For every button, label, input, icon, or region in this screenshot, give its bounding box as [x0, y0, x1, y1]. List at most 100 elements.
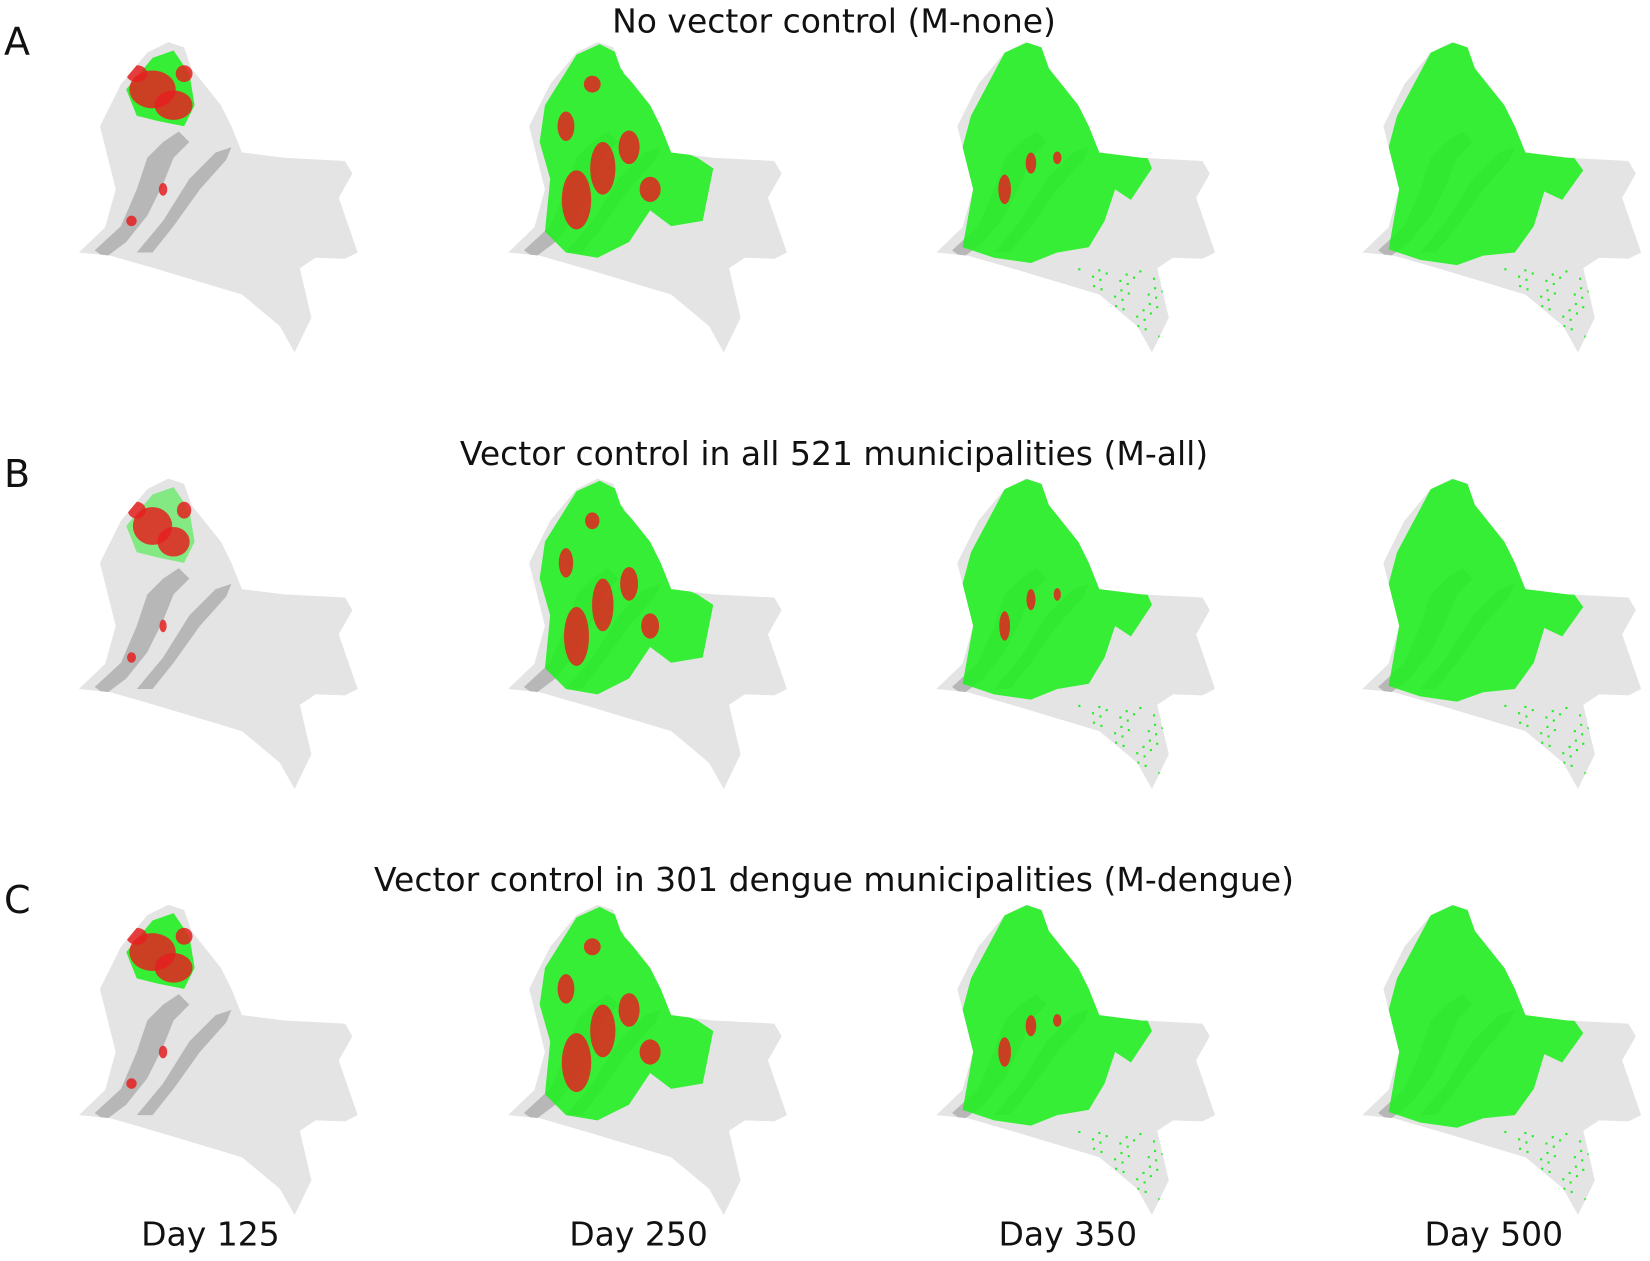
speck [1559, 1139, 1562, 1142]
speck [1597, 1195, 1601, 1198]
speck [1143, 755, 1146, 758]
speck [1592, 711, 1595, 714]
speck [1139, 1133, 1142, 1136]
speck [1523, 770, 1526, 773]
speck [1519, 285, 1522, 288]
speck [1117, 760, 1120, 763]
coverage [539, 44, 714, 258]
speck [1152, 1140, 1156, 1143]
speck [1534, 311, 1537, 314]
speck [1551, 1136, 1554, 1139]
speck [1108, 747, 1111, 751]
active-area [592, 578, 614, 632]
speck [1087, 1163, 1090, 1166]
speck [1518, 275, 1521, 278]
speck [1142, 309, 1145, 312]
coverage [962, 904, 1175, 1206]
speck [1565, 270, 1568, 273]
speck [1115, 1167, 1118, 1170]
speck [1546, 725, 1549, 728]
speck [1152, 714, 1156, 717]
speck [1117, 324, 1120, 327]
speck [1102, 1180, 1105, 1183]
speck [1171, 769, 1175, 772]
speck [1099, 278, 1102, 281]
speck [1507, 1169, 1510, 1172]
map [936, 478, 1216, 789]
speck [1121, 298, 1124, 301]
active-area [641, 613, 660, 639]
speck [1164, 765, 1167, 768]
speck [1542, 314, 1545, 317]
speck [1083, 762, 1086, 765]
speck [1545, 279, 1548, 282]
coverage [126, 50, 195, 227]
speck [1159, 707, 1162, 711]
speck [1103, 1189, 1106, 1192]
speck [1126, 1145, 1129, 1148]
speck [1116, 314, 1119, 317]
speck [1083, 326, 1086, 329]
coverage [126, 487, 195, 663]
active-area [1025, 152, 1037, 174]
speck [1568, 1171, 1571, 1175]
speck [1543, 1186, 1546, 1189]
day-label: Day 500 [1425, 1215, 1564, 1254]
speck [1563, 761, 1566, 764]
speck [1091, 712, 1095, 715]
speck [1553, 729, 1556, 732]
speck [1154, 1149, 1157, 1152]
speck [1108, 1174, 1111, 1177]
speck [1081, 743, 1084, 746]
speck [1597, 769, 1601, 772]
speck [1551, 273, 1554, 276]
speck [1138, 1197, 1141, 1200]
active-area [157, 527, 190, 557]
speck [1528, 1180, 1531, 1183]
speck [1579, 1140, 1582, 1143]
speck [1087, 300, 1090, 303]
active-area [158, 1045, 168, 1059]
speck [1534, 1174, 1537, 1177]
active-area [1053, 1014, 1062, 1027]
speck [1513, 1163, 1516, 1166]
speck [1591, 775, 1594, 778]
speck [1099, 1141, 1102, 1144]
speck [1143, 318, 1146, 321]
speck [1536, 766, 1540, 770]
speck [1541, 305, 1544, 308]
coverage [1388, 42, 1601, 343]
speck [1114, 1158, 1117, 1161]
active-area [158, 183, 168, 196]
speck [1126, 719, 1129, 722]
speck [1540, 732, 1543, 735]
speck [1509, 762, 1512, 765]
speck [1080, 734, 1083, 737]
speck [1086, 727, 1089, 731]
speck [1569, 1181, 1572, 1184]
speck [1541, 741, 1544, 744]
speck [1148, 739, 1151, 742]
speck [1121, 1161, 1124, 1164]
speck [1097, 1196, 1100, 1199]
speck [1506, 297, 1509, 300]
speck [1136, 752, 1139, 755]
speck [1548, 744, 1551, 747]
speck [1547, 1161, 1550, 1164]
speck [1164, 329, 1167, 332]
active-area [998, 174, 1011, 205]
speck [1524, 705, 1527, 708]
speck [1137, 325, 1140, 328]
active-area [126, 1078, 137, 1089]
speck [1595, 1176, 1598, 1179]
speck [1104, 1199, 1107, 1202]
speck [1133, 713, 1136, 716]
speck [1562, 752, 1565, 755]
active-area [590, 142, 616, 195]
speck [1144, 764, 1147, 767]
panel-letter: A [4, 20, 30, 64]
speck [1080, 297, 1083, 300]
speck [1165, 1201, 1168, 1204]
speck [1088, 746, 1091, 750]
